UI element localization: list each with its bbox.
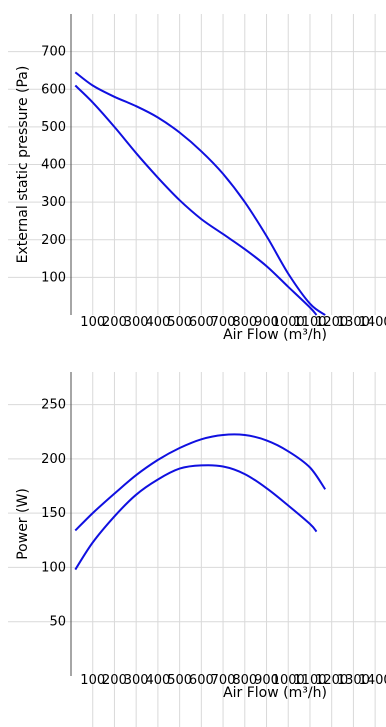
series-line-2 (74, 84, 318, 316)
x-tick-label: 200 (102, 315, 127, 330)
x-tick-label: 300 (124, 315, 149, 330)
series-line-1 (74, 433, 327, 532)
x-tick-label: 700 (211, 673, 236, 688)
series-line-1 (74, 71, 326, 316)
series-line-2 (74, 464, 318, 571)
x-tick-label: 1000 (272, 315, 305, 330)
x-tick-label: 1400 (359, 673, 386, 688)
x-axis-title: Air Flow (m³/h) (223, 685, 327, 701)
x-tick-label: 700 (211, 315, 236, 330)
x-tick-label: 100 (80, 315, 105, 330)
y-tick-label: 200 (41, 452, 66, 467)
y-tick-label: 200 (41, 233, 66, 248)
x-tick-label: 1300 (337, 673, 370, 688)
x-tick-label: 1400 (359, 315, 386, 330)
y-tick-label: 50 (49, 615, 66, 630)
x-tick-label: 400 (145, 673, 170, 688)
y-axis-title: External static pressure (Pa) (15, 66, 31, 264)
x-tick-label: 900 (254, 673, 279, 688)
y-tick-label: 150 (41, 506, 66, 521)
y-tick-label: 500 (41, 120, 66, 135)
x-tick-label: 600 (189, 673, 214, 688)
x-tick-label: 1100 (293, 673, 326, 688)
x-tick-label: 800 (232, 315, 257, 330)
power-chart: 1002003004005006007008009001000110012001… (8, 372, 386, 727)
x-tick-label: 100 (80, 673, 105, 688)
x-tick-label: 500 (167, 315, 192, 330)
pressure-chart: 1002003004005006007008009001000110012001… (8, 14, 386, 343)
y-axis-title: Power (W) (15, 488, 31, 560)
x-tick-label: 1100 (293, 315, 326, 330)
x-tick-label: 1200 (315, 315, 348, 330)
x-axis-title: Air Flow (m³/h) (223, 327, 327, 343)
x-tick-label: 500 (167, 673, 192, 688)
y-tick-label: 300 (41, 195, 66, 210)
y-tick-label: 700 (41, 45, 66, 60)
x-tick-label: 1200 (315, 673, 348, 688)
x-tick-label: 600 (189, 315, 214, 330)
x-tick-label: 800 (232, 673, 257, 688)
y-tick-label: 100 (41, 270, 66, 285)
y-tick-label: 100 (41, 560, 66, 575)
x-tick-label: 200 (102, 673, 127, 688)
x-tick-label: 1000 (272, 673, 305, 688)
y-tick-label: 600 (41, 82, 66, 97)
x-tick-label: 300 (124, 673, 149, 688)
y-tick-label: 250 (41, 398, 66, 413)
x-tick-label: 1300 (337, 315, 370, 330)
x-tick-label: 900 (254, 315, 279, 330)
x-tick-label: 400 (145, 315, 170, 330)
y-tick-label: 400 (41, 158, 66, 173)
